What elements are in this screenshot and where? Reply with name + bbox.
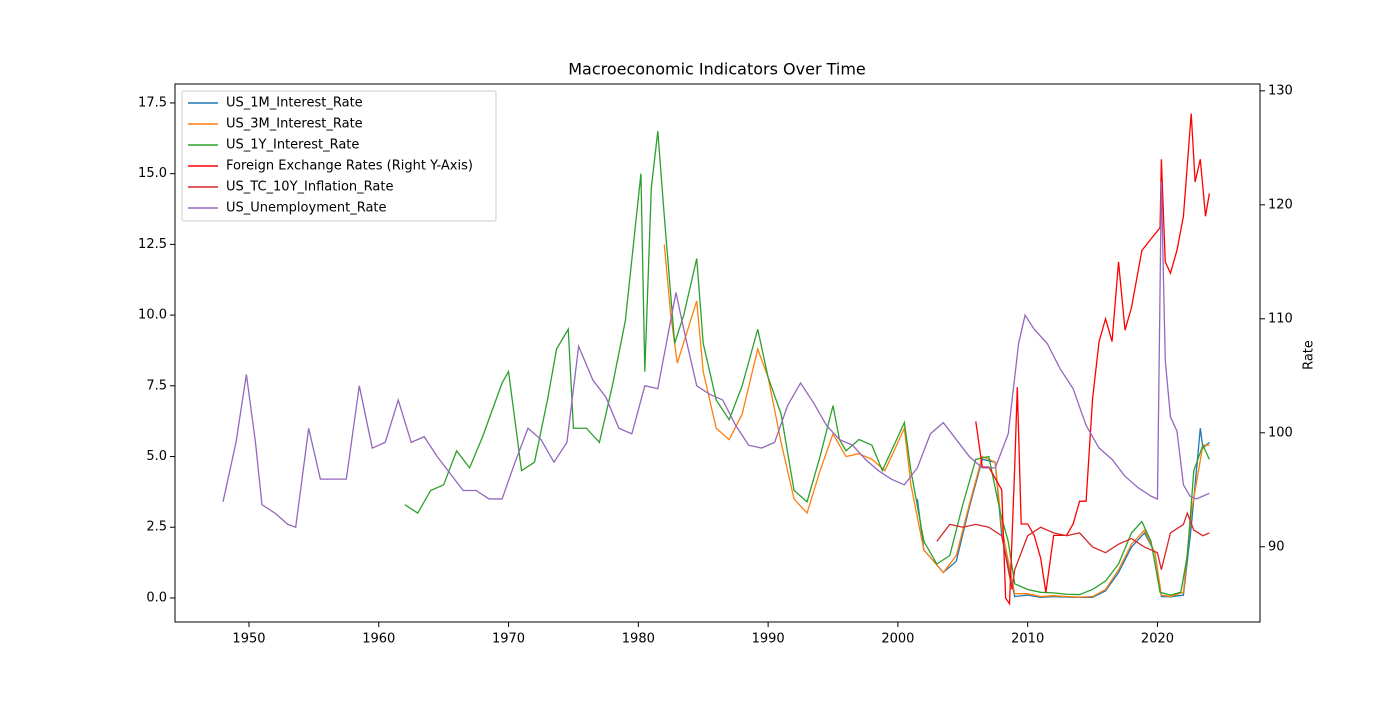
plot-frame [174, 83, 1261, 623]
y-tick-label: 10.0 [138, 308, 167, 323]
x-tick-label: 2000 [881, 632, 914, 647]
legend-label: US_TC_10Y_Inflation_Rate [226, 180, 393, 195]
x-tick-label: 1990 [752, 632, 785, 647]
y2-tick-label: 90 [1268, 539, 1285, 554]
y-tick-label: 15.0 [138, 166, 167, 181]
y-tick-label: 5.0 [146, 449, 167, 464]
x-tick-label: 1980 [622, 632, 655, 647]
x-tick-label: 2020 [1141, 632, 1174, 647]
y-tick-label: 7.5 [146, 378, 167, 393]
legend-label: Foreign Exchange Rates (Right Y-Axis) [226, 159, 473, 174]
y-tick-label: 0.0 [146, 590, 167, 605]
y-tick-label: 2.5 [146, 520, 167, 535]
y2-tick-label: 110 [1268, 311, 1293, 326]
y2-tick-label: 120 [1268, 197, 1293, 212]
legend-label: US_Unemployment_Rate [226, 201, 387, 216]
data-line [936, 511, 1210, 590]
data-line [404, 131, 1210, 596]
legend-label: US_1M_Interest_Rate [226, 96, 363, 111]
x-tick-label: 1950 [232, 632, 265, 647]
chart-title: Macroeconomic Indicators Over Time [568, 60, 866, 79]
y2-tick-label: 130 [1268, 83, 1293, 98]
y2-tick-label: 100 [1268, 425, 1293, 440]
legend: US_1M_Interest_Rate US_3M_Interest_Rate US… [181, 90, 497, 222]
legend-label: US_1Y_Interest_Rate [226, 138, 359, 153]
x-tick-label: 1960 [362, 632, 395, 647]
legend-box [181, 90, 497, 222]
x-tick-label: 2010 [1011, 632, 1044, 647]
data-line [222, 182, 1210, 529]
y-tick-label: 12.5 [138, 237, 167, 252]
y-tick-label: 17.5 [138, 95, 167, 110]
x-tick-label: 1970 [492, 632, 525, 647]
data-line [975, 113, 1211, 606]
y2-axis-label: Rate [1302, 340, 1317, 370]
legend-label: US_3M_Interest_Rate [226, 117, 363, 132]
data-line [663, 244, 1210, 598]
